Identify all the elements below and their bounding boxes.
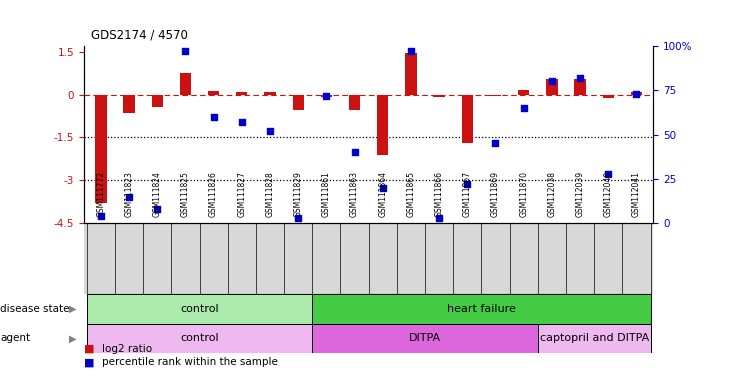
Bar <box>538 324 650 353</box>
Point <box>264 128 276 134</box>
Bar <box>320 94 332 98</box>
Point <box>434 215 445 221</box>
Point <box>95 213 107 219</box>
Bar <box>123 94 135 113</box>
Point <box>602 170 614 177</box>
Bar <box>434 94 445 97</box>
Text: ▶: ▶ <box>69 304 77 314</box>
Bar <box>87 294 312 324</box>
Point <box>518 105 529 111</box>
Point <box>575 75 586 81</box>
Text: DITPA: DITPA <box>409 333 441 344</box>
Bar <box>152 94 163 108</box>
Point <box>631 91 642 97</box>
Bar <box>208 91 219 94</box>
Point <box>236 119 247 125</box>
Bar <box>405 53 417 94</box>
Text: ▶: ▶ <box>69 333 77 344</box>
Point <box>461 181 473 187</box>
Bar <box>237 92 247 94</box>
Text: GDS2174 / 4570: GDS2174 / 4570 <box>91 28 188 41</box>
Text: log2 ratio: log2 ratio <box>102 344 153 354</box>
Point <box>180 48 191 55</box>
Text: control: control <box>180 333 219 344</box>
Bar <box>602 94 614 98</box>
Point <box>546 78 558 84</box>
Bar <box>546 79 558 94</box>
Point <box>377 185 388 191</box>
Text: heart failure: heart failure <box>447 304 516 314</box>
Bar <box>87 324 312 353</box>
Point <box>490 141 502 147</box>
Bar <box>461 94 473 143</box>
Bar <box>264 92 276 94</box>
Text: disease state: disease state <box>0 304 69 314</box>
Point <box>151 206 163 212</box>
Bar <box>349 94 360 110</box>
Bar <box>312 294 650 324</box>
Point <box>292 215 304 221</box>
Point <box>123 194 135 200</box>
Text: control: control <box>180 304 219 314</box>
Text: captopril and DITPA: captopril and DITPA <box>539 333 649 344</box>
Text: percentile rank within the sample: percentile rank within the sample <box>102 358 278 367</box>
Bar <box>490 94 501 96</box>
Bar <box>575 79 585 94</box>
Bar <box>180 73 191 94</box>
Bar <box>518 90 529 94</box>
Bar <box>377 94 388 155</box>
Bar <box>312 324 538 353</box>
Point <box>208 114 220 120</box>
Bar <box>95 94 107 203</box>
Bar <box>631 92 642 94</box>
Text: agent: agent <box>0 333 30 344</box>
Point <box>349 149 361 156</box>
Text: ■: ■ <box>84 358 94 367</box>
Text: ■: ■ <box>84 344 94 354</box>
Point <box>405 48 417 55</box>
Bar <box>293 94 304 110</box>
Point <box>320 93 332 99</box>
